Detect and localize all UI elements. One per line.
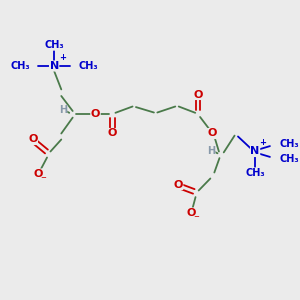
Text: CH₃: CH₃ (279, 154, 299, 164)
Text: +: + (58, 52, 66, 62)
Text: ⁻: ⁻ (41, 176, 46, 186)
Text: N: N (50, 61, 59, 71)
Text: CH₃: CH₃ (44, 40, 64, 50)
Text: O: O (208, 128, 217, 139)
Text: ⁻: ⁻ (193, 214, 199, 225)
Text: CH₃: CH₃ (10, 61, 30, 71)
Text: +: + (260, 138, 267, 147)
Text: O: O (34, 169, 43, 179)
Text: O: O (91, 109, 100, 119)
Text: H: H (207, 146, 215, 156)
Text: N: N (250, 146, 260, 157)
Text: O: O (108, 128, 117, 139)
Text: O: O (28, 134, 38, 145)
Text: O: O (186, 208, 196, 218)
Text: O: O (194, 89, 203, 100)
Text: H: H (58, 105, 67, 116)
Text: CH₃: CH₃ (279, 139, 299, 149)
Text: CH₃: CH₃ (245, 168, 265, 178)
Text: CH₃: CH₃ (78, 61, 98, 71)
Text: O: O (173, 179, 183, 190)
